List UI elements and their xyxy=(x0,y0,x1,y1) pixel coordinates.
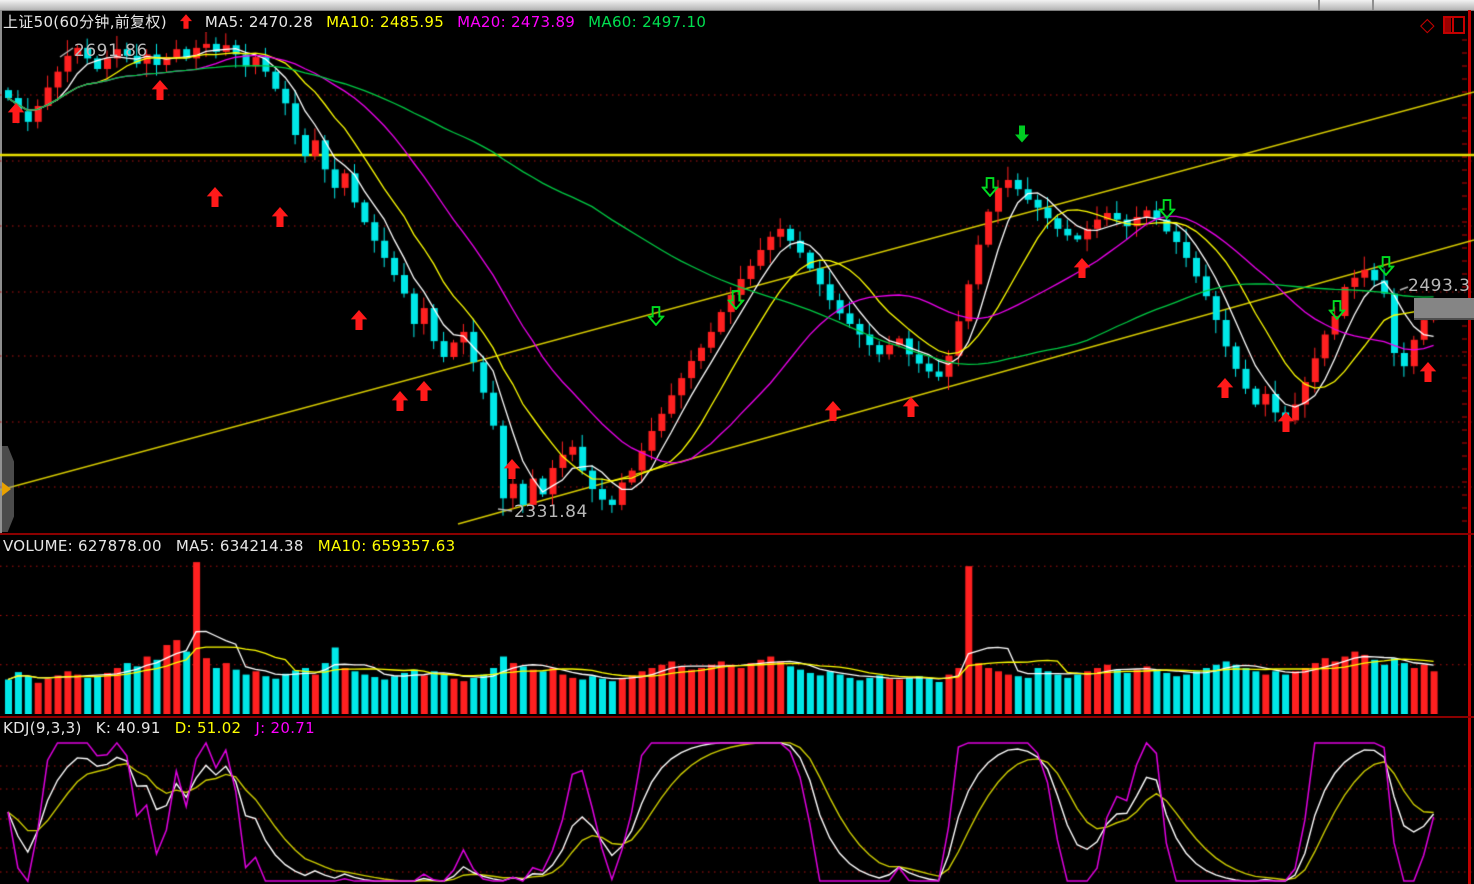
buy-signal-arrow-icon xyxy=(350,310,368,330)
sell-hollow-arrow-icon xyxy=(1157,199,1177,220)
buy-arrow-legend-icon xyxy=(179,14,192,29)
buy-signal-arrow-icon xyxy=(151,80,169,100)
split-window-left-pane xyxy=(1444,18,1451,32)
buy-signal-arrow-icon xyxy=(902,397,920,417)
sell-hollow-arrow-icon xyxy=(1376,256,1396,277)
ma10-value: MA10: 2485.95 xyxy=(326,12,445,31)
buy-signal-arrow-icon xyxy=(1277,412,1295,432)
buy-signal-arrow-icon xyxy=(206,187,224,207)
split-window-divider xyxy=(1451,18,1454,32)
window-title-strip xyxy=(0,0,1474,11)
volume-header: VOLUME: 627878.00 MA5: 634214.38 MA10: 6… xyxy=(3,537,455,555)
diamond-icon[interactable]: ◇ xyxy=(1420,14,1435,36)
kdj-d-value: D: 51.02 xyxy=(174,719,242,737)
sidebar-expand-handle[interactable] xyxy=(0,446,14,532)
sell-hollow-arrow-icon xyxy=(726,290,746,311)
last-price-label: 2493.3 xyxy=(1408,276,1471,296)
buy-signal-arrow-icon xyxy=(1216,378,1234,398)
low-price-label: 2331.84 xyxy=(514,502,588,522)
buy-signal-arrow-icon xyxy=(1419,362,1437,382)
sell-signal-arrow-icon xyxy=(1015,125,1030,143)
kdj-name: KDJ(9,3,3) xyxy=(3,719,82,737)
pane-divider[interactable] xyxy=(0,716,1474,718)
volume-value: VOLUME: 627878.00 xyxy=(3,537,162,555)
kdj-k-value: K: 40.91 xyxy=(95,719,161,737)
ma20-value: MA20: 2473.89 xyxy=(457,12,576,31)
chart-header: 上证50(60分钟,前复权) MA5: 2470.28 MA10: 2485.9… xyxy=(3,11,706,32)
main-chart-canvas[interactable] xyxy=(0,32,1474,534)
high-price-label: 2691.86 xyxy=(74,41,148,61)
buy-signal-arrow-icon xyxy=(7,103,25,123)
strip-separator xyxy=(1372,0,1374,10)
volume-ma10-value: MA10: 659357.63 xyxy=(317,537,456,555)
buy-signal-arrow-icon xyxy=(271,207,289,227)
pane-divider[interactable] xyxy=(0,533,1474,535)
strip-separator xyxy=(1318,0,1320,10)
symbol-title: 上证50(60分钟,前复权) xyxy=(3,13,167,31)
buy-signal-arrow-icon xyxy=(1073,258,1091,278)
volume-ma5-value: MA5: 634214.38 xyxy=(175,537,304,555)
kdj-j-value: J: 20.71 xyxy=(255,719,315,737)
ma5-value: MA5: 2470.28 xyxy=(204,12,314,31)
expand-triangle-icon xyxy=(2,482,11,496)
buy-signal-arrow-icon xyxy=(415,381,433,401)
sell-hollow-arrow-icon xyxy=(980,177,1000,198)
buy-signal-arrow-icon xyxy=(824,401,842,421)
last-price-tag xyxy=(1414,298,1474,320)
ma60-value: MA60: 2497.10 xyxy=(588,12,707,31)
sell-hollow-arrow-icon xyxy=(646,306,666,327)
buy-signal-arrow-icon xyxy=(391,391,409,411)
volume-chart-canvas[interactable] xyxy=(0,558,1474,714)
kdj-chart-canvas[interactable] xyxy=(0,740,1474,884)
buy-signal-arrow-icon xyxy=(503,459,521,479)
kdj-header: KDJ(9,3,3) K: 40.91 D: 51.02 J: 20.71 xyxy=(3,719,315,737)
sell-hollow-arrow-icon xyxy=(1327,300,1347,321)
